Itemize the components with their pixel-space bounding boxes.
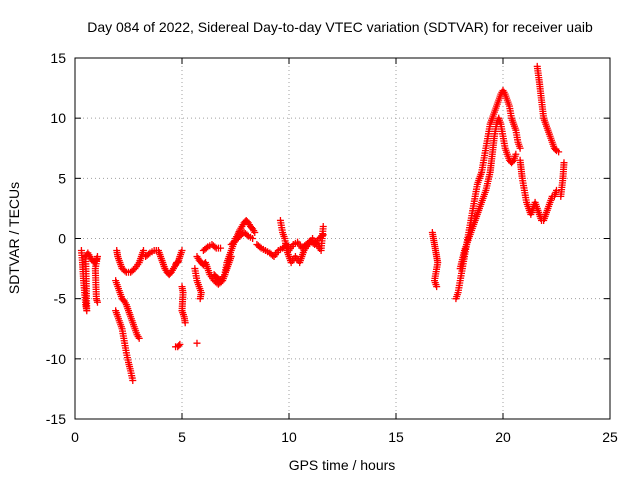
data-point <box>217 244 225 252</box>
data-point <box>196 295 204 303</box>
data-point <box>516 144 524 152</box>
y-tick-labels: -15 -10 -5 0 5 10 15 <box>46 50 66 427</box>
data-point <box>243 231 251 239</box>
data-point <box>256 243 264 251</box>
data-point <box>175 342 183 350</box>
data-point <box>249 235 257 242</box>
y-tick-label: -5 <box>54 291 67 307</box>
y-tick-label: 10 <box>50 110 66 126</box>
data-point <box>202 244 210 252</box>
x-tick-labels: 0 5 10 15 20 25 <box>71 429 618 445</box>
data-point <box>129 376 137 384</box>
x-axis-label: GPS time / hours <box>289 457 396 473</box>
data-point <box>181 319 189 327</box>
data-point <box>176 340 184 348</box>
x-tick-label: 0 <box>71 429 79 445</box>
data-points <box>77 62 568 384</box>
x-tick-label: 20 <box>495 429 511 445</box>
y-tick-label: 0 <box>58 231 66 247</box>
x-tick-label: 25 <box>602 429 618 445</box>
data-point <box>560 159 568 167</box>
data-point <box>93 298 101 306</box>
y-tick-label: 5 <box>58 170 66 186</box>
grid-lines <box>75 58 610 419</box>
x-tick-label: 15 <box>388 429 404 445</box>
y-tick-label: 15 <box>50 50 66 66</box>
x-tick-label: 10 <box>281 429 297 445</box>
data-point <box>319 222 327 230</box>
plot-frame <box>74 57 611 420</box>
data-point <box>251 228 259 236</box>
data-point <box>178 247 186 255</box>
data-point <box>121 267 129 275</box>
data-point <box>555 148 563 156</box>
y-tick-label: -15 <box>46 411 66 427</box>
y-tick-label: -10 <box>46 351 66 367</box>
data-point <box>139 247 147 255</box>
y-axis-label: SDTVAR / TECUs <box>6 182 22 294</box>
data-point <box>211 243 219 251</box>
x-tick-label: 5 <box>178 429 186 445</box>
data-point <box>433 283 441 291</box>
chart-title: Day 084 of 2022, Sidereal Day-to-day VTE… <box>87 19 593 35</box>
data-point <box>193 339 201 347</box>
data-point <box>512 150 520 158</box>
data-point <box>553 186 560 194</box>
data-point <box>144 250 152 258</box>
data-point <box>135 334 143 342</box>
